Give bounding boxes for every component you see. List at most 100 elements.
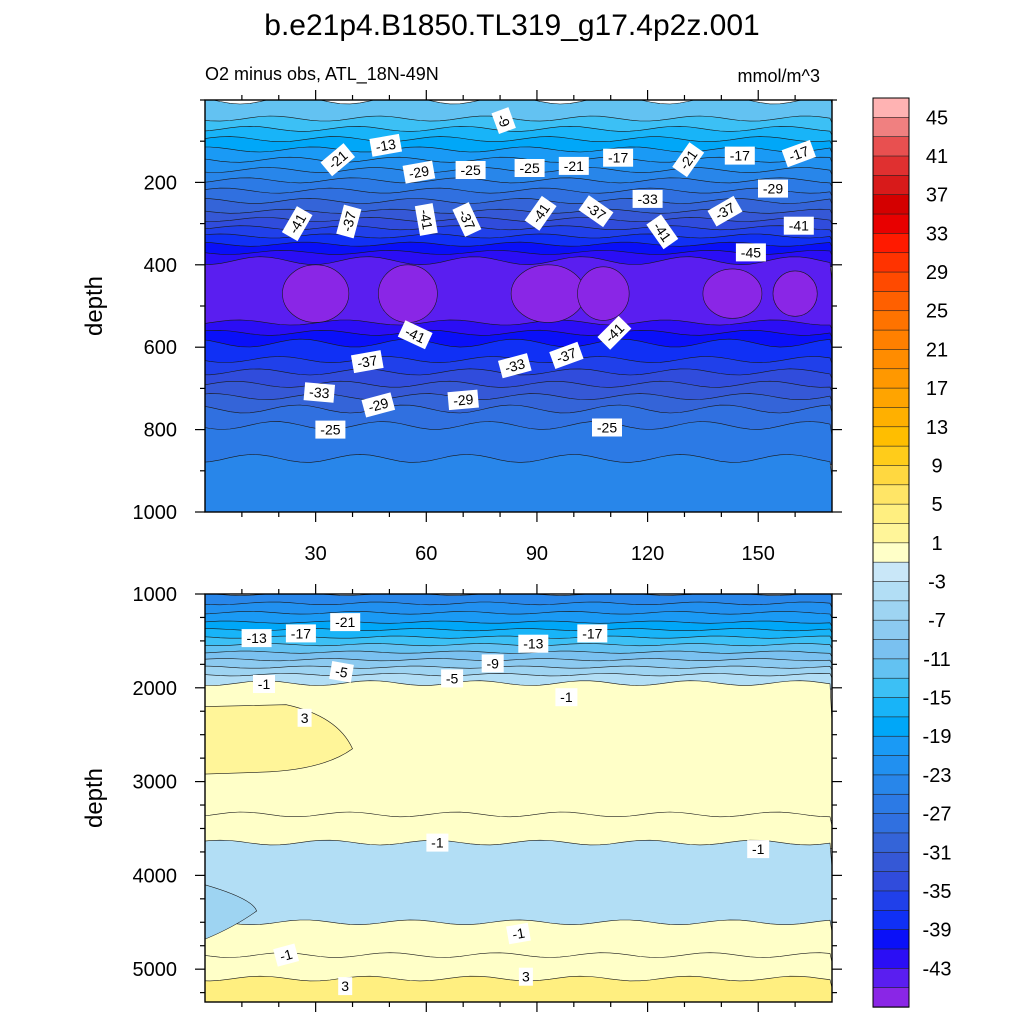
- contour-label: -21: [672, 142, 705, 178]
- contour-label-box: [518, 967, 533, 986]
- colorbar-segment: [872, 503, 910, 525]
- colorbar-segment: [872, 813, 910, 834]
- contour-label-text: -37: [554, 344, 579, 366]
- y-tick-label: 1000: [133, 584, 178, 606]
- contour-label-text: -41: [789, 218, 809, 234]
- contour-label-box: [315, 420, 346, 439]
- contour-label: -25: [592, 418, 622, 437]
- contour-label: -17: [781, 140, 816, 168]
- colorbar-label: 25: [926, 301, 948, 323]
- contour-label-text: -13: [523, 636, 543, 652]
- contour-label-text: -9: [494, 112, 513, 129]
- contour-label-text: -1: [511, 925, 526, 943]
- contour-label: -9: [481, 654, 504, 673]
- contour-label: -33: [303, 382, 336, 403]
- colorbar-label: 21: [926, 339, 948, 361]
- y-tick-label: 200: [144, 172, 177, 194]
- contour-band: [205, 811, 832, 849]
- contour-label-box: [518, 634, 549, 653]
- contour-label-box: [336, 204, 362, 239]
- colorbar-label: -23: [923, 765, 952, 787]
- colorbar-segment: [872, 968, 910, 989]
- y-tick-label: 800: [144, 420, 177, 442]
- contour-blob: [378, 264, 438, 323]
- contour-label-box: [724, 146, 755, 165]
- contour-label-text: -13: [374, 136, 397, 155]
- colorbar-segment: [872, 890, 910, 912]
- colorbar-segment: [872, 542, 910, 563]
- colorbar-segment: [872, 368, 910, 389]
- contour-label-text: -1: [560, 689, 573, 705]
- contour-label-box: [329, 661, 354, 683]
- colorbar-segment: [872, 252, 910, 273]
- contour-label-text: -29: [763, 181, 783, 197]
- colorbar-segment: [872, 716, 910, 737]
- colorbar-segment: [872, 484, 910, 505]
- contour-label: -25: [315, 420, 346, 439]
- contour-label-text: -1: [752, 841, 765, 857]
- contour-label: -45: [735, 243, 766, 262]
- contour-label: -1: [555, 688, 578, 707]
- colorbar-segment: [872, 639, 910, 660]
- colorbar-label: 29: [926, 262, 948, 284]
- contour-label-box: [285, 624, 316, 643]
- contour-label-box: [241, 629, 272, 648]
- colorbar-segment: [872, 658, 910, 679]
- contour-label-text: -37: [338, 209, 359, 233]
- y-tick-label: 600: [144, 337, 177, 359]
- contour-label-box: [783, 216, 814, 235]
- contour-label-box: [558, 156, 589, 175]
- colorbar-segment: [872, 697, 910, 718]
- contour-label-box: [506, 922, 531, 945]
- contour-label-text: -13: [246, 630, 266, 646]
- y-tick-label: 3000: [133, 772, 178, 794]
- contour-label-box: [414, 203, 438, 236]
- contour-label: -33: [632, 189, 663, 208]
- contour-label-text: -21: [564, 158, 584, 174]
- contour-label: -17: [603, 148, 634, 167]
- contour-band: [205, 187, 832, 208]
- colorbar-segment: [872, 194, 910, 215]
- contour-label-box: [707, 195, 743, 227]
- colorbar-segment: [872, 233, 910, 254]
- contour-label: -5: [441, 669, 464, 688]
- plot-area: -21-13 -17-13-17-9-5 -5-1-13-1 -1-1-133: [205, 594, 832, 1002]
- colorbar-segment: [872, 136, 910, 157]
- colorbar-segment: [872, 929, 910, 950]
- contour-label-box: [297, 708, 312, 727]
- colorbar-segment: [872, 755, 910, 776]
- colorbar-segment: [872, 774, 910, 795]
- contour-label-text: -25: [460, 162, 480, 178]
- contour-label-text: -29: [408, 162, 431, 181]
- colorbar-segment: [872, 561, 910, 583]
- contour-label-box: [281, 206, 313, 242]
- contour-label-text: -1: [258, 676, 271, 692]
- contour-label-box: [455, 161, 486, 179]
- contour-label: -25: [514, 159, 545, 177]
- contour-label-text: -1: [278, 946, 294, 965]
- contour-label-box: [447, 389, 479, 411]
- contour-label: -33: [497, 353, 532, 379]
- contour-label: -13: [518, 634, 549, 653]
- contour-label-text: -33: [309, 384, 331, 402]
- contour-label-box: [758, 179, 788, 198]
- contour-label-box: [452, 202, 482, 237]
- colorbar-label: -11: [923, 649, 950, 671]
- contour-band: [205, 975, 832, 1002]
- contour-label-box: [369, 133, 403, 157]
- contour-label-text: -41: [403, 323, 428, 346]
- y-tick-label: 4000: [133, 865, 178, 887]
- contour-label-text: -17: [730, 148, 750, 164]
- y-tick-label: 2000: [133, 678, 178, 700]
- contour-band: [205, 136, 832, 156]
- colorbar-segment: [872, 600, 910, 621]
- colorbar-segment: [872, 310, 910, 331]
- contour-label-text: -25: [519, 160, 539, 176]
- contour-band: [205, 839, 832, 929]
- colorbar-segment: [872, 213, 910, 235]
- contour-label-box: [524, 195, 557, 231]
- colorbar-label: 5: [931, 494, 942, 516]
- contour-label-box: [481, 654, 504, 673]
- contour-label-text: -25: [597, 420, 617, 436]
